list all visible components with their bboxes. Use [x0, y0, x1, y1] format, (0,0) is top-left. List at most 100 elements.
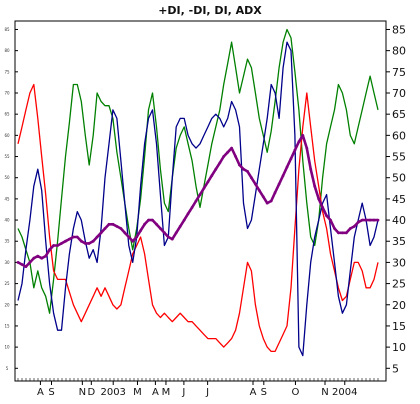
ytick-label-left-13: 70 [4, 91, 10, 96]
series-3-point-15 [75, 235, 79, 239]
xtick-label-8: J [181, 387, 185, 398]
xtick-label-5: M [133, 387, 142, 398]
series-3-point-64 [269, 199, 273, 203]
series-3-point-57 [242, 167, 245, 171]
series-3-point-4 [32, 256, 36, 260]
ytick-label-left-10: 55 [4, 154, 10, 159]
series-3-point-12 [64, 239, 67, 243]
series-3-point-90 [372, 218, 376, 222]
ytick-label-11: 60 [392, 129, 406, 142]
series-3-point-32 [143, 222, 147, 226]
series-3-point-83 [345, 231, 348, 235]
series-3-point-13 [68, 237, 71, 241]
series-3-point-63 [265, 201, 269, 205]
series-3-point-65 [273, 191, 277, 194]
series-3-point-41 [178, 225, 182, 228]
series-3-point-88 [364, 218, 368, 222]
series-3-point-73 [305, 146, 309, 150]
series-3-point-24 [111, 222, 115, 226]
xtick-label-3: D [87, 387, 95, 398]
series-3-point-55 [234, 155, 238, 158]
series-3-point-10 [56, 244, 59, 247]
series-3-point-74 [309, 167, 313, 171]
series-3-point-27 [123, 231, 127, 235]
series-3-point-2 [24, 265, 28, 268]
series-3-point-5 [36, 254, 40, 258]
ytick-label-left-0: 5 [6, 366, 9, 371]
series-3-point-26 [119, 227, 123, 230]
ytick-label-left-8: 45 [4, 196, 10, 201]
series-3-point-77 [321, 206, 324, 209]
xtick-label-12: O [292, 387, 300, 398]
ytick-label-3: 20 [392, 299, 406, 312]
ytick-label-left-12: 65 [4, 112, 10, 117]
series-3-point-30 [135, 235, 139, 239]
series-3-point-79 [329, 218, 332, 222]
ytick-label-16: 85 [392, 23, 406, 36]
series-3-point-47 [202, 186, 206, 190]
ytick-label-left-16: 85 [4, 27, 10, 32]
ytick-label-left-15: 80 [4, 48, 10, 53]
xtick-label-14: 2004 [332, 387, 357, 398]
series-3-point-11 [60, 242, 63, 245]
ytick-label-left-7: 40 [4, 218, 10, 223]
series-3-point-82 [341, 231, 344, 235]
series-3-point-45 [194, 199, 198, 203]
xtick-label-9: J [205, 387, 209, 398]
series-3-point-33 [147, 218, 150, 222]
xtick-label-0: A [37, 387, 44, 398]
series-3-point-76 [317, 197, 321, 201]
xtick-label-6: A [152, 387, 159, 398]
series-3-point-35 [155, 222, 158, 226]
series-3-point-34 [151, 218, 154, 222]
series-line-2 [17, 41, 379, 357]
series-3-point-38 [166, 235, 170, 239]
series-3-point-70 [293, 148, 297, 152]
ytick-label-7: 40 [392, 214, 406, 227]
series-3-point-91 [376, 218, 380, 222]
ytick-label-left-14: 75 [4, 69, 10, 74]
ytick-label-left-3: 20 [4, 302, 10, 307]
series-3-point-20 [95, 235, 99, 239]
series-3-point-40 [174, 231, 178, 235]
series-3-point-50 [214, 167, 218, 171]
series-3-point-54 [230, 146, 234, 150]
series-3-point-9 [52, 244, 55, 247]
series-3-point-72 [301, 134, 305, 137]
xtick-label-2: N [79, 387, 86, 398]
series-3-point-53 [226, 150, 230, 154]
series-3-point-71 [297, 140, 301, 144]
ytick-label-left-4: 25 [4, 281, 10, 286]
series-3-point-67 [281, 174, 285, 178]
ytick-label-1: 10 [392, 341, 406, 354]
series-3-point-68 [285, 165, 289, 169]
xtick-label-1: S [48, 387, 54, 398]
series-3-point-44 [190, 206, 194, 209]
series-3-point-17 [83, 242, 87, 245]
ytick-label-left-2: 15 [4, 323, 10, 328]
series-3-point-36 [159, 227, 162, 230]
series-3-point-25 [115, 225, 119, 228]
ytick-label-2: 15 [392, 320, 406, 333]
series-3-point-8 [48, 248, 51, 252]
series-3-point-69 [289, 157, 293, 161]
ytick-label-6: 35 [392, 235, 406, 248]
series-line-1 [17, 83, 379, 353]
ytick-label-9: 50 [392, 172, 406, 185]
ytick-label-13: 70 [392, 87, 406, 100]
series-3-point-29 [131, 239, 135, 243]
xtick-label-4: 2003 [100, 387, 125, 398]
series-3-point-78 [325, 214, 328, 218]
series-3-point-3 [28, 261, 32, 264]
chart-title: +DI, -DI, DI, ADX [158, 4, 262, 17]
series-3-point-0 [16, 261, 20, 264]
series-3-point-14 [72, 235, 75, 239]
series-3-point-80 [333, 227, 336, 230]
series-3-point-89 [368, 218, 372, 222]
ytick-label-left-11: 60 [4, 133, 10, 138]
series-3-point-42 [182, 218, 186, 222]
series-3-point-86 [356, 220, 360, 224]
xtick-label-11: S [261, 387, 267, 398]
ytick-label-15: 80 [392, 45, 406, 58]
